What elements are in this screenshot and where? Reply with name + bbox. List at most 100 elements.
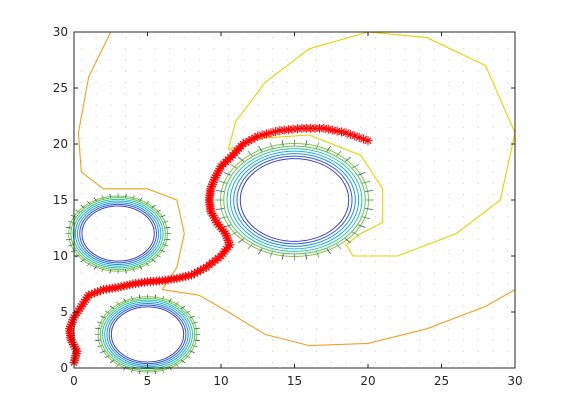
grid-dot: [227, 306, 229, 307]
grid-dot: [95, 306, 97, 307]
grid-dot: [330, 182, 332, 184]
grid-dot: [80, 82, 82, 83]
grid-dot: [110, 261, 112, 263]
grid-dot: [374, 216, 376, 218]
grid-dot: [463, 70, 465, 72]
grid-dot: [272, 238, 273, 240]
grid-dot: [125, 261, 126, 263]
grid-dot: [433, 104, 435, 106]
grid-dot: [316, 238, 318, 240]
grid-dot: [345, 48, 347, 50]
grid-dot: [95, 328, 97, 330]
field-tick: [109, 359, 115, 364]
grid-dot: [301, 82, 303, 83]
grid-dot: [242, 317, 244, 319]
field-tick: [269, 251, 273, 258]
field-tick: [156, 209, 162, 213]
grid-dot: [301, 115, 303, 117]
grid-dot: [272, 48, 273, 50]
grid-dot: [389, 261, 391, 263]
grid-dot: [360, 149, 362, 151]
grid-dot: [419, 59, 420, 61]
grid-dot: [169, 194, 171, 195]
grid-dot: [477, 194, 479, 195]
grid-dot: [360, 362, 362, 363]
grid-dot: [257, 93, 259, 95]
grid-dot: [360, 250, 362, 251]
field-tick: [101, 195, 104, 200]
x-tick-label: 20: [360, 374, 375, 388]
grid-dot: [360, 37, 362, 39]
grid-dot: [169, 59, 171, 61]
grid-dot: [316, 171, 318, 173]
grid-dot: [404, 261, 406, 263]
grid-dot: [198, 350, 200, 352]
grid-dot: [492, 272, 494, 274]
grid-dot: [374, 283, 376, 285]
grid-dot: [80, 70, 82, 72]
obstacle-ring: [99, 297, 196, 371]
grid-dot: [507, 160, 509, 162]
grid-dot: [183, 216, 185, 218]
grid-dot: [345, 93, 347, 95]
grid-dot: [433, 317, 435, 319]
field-tick: [365, 208, 373, 210]
grid-dot: [110, 294, 112, 296]
grid-dot: [125, 48, 126, 50]
field-tick: [238, 156, 245, 162]
grid-dot: [227, 339, 229, 341]
grid-dot: [360, 261, 362, 263]
grid-dot: [389, 104, 391, 106]
field-tick: [305, 253, 308, 260]
grid-dot: [213, 70, 215, 72]
y-tick-label: 10: [53, 249, 68, 263]
grid-dot: [316, 283, 318, 285]
grid-dot: [345, 82, 347, 83]
grid-dot: [374, 362, 376, 363]
grid-dot: [286, 294, 288, 296]
grid-dot: [507, 283, 509, 285]
grid-dot: [404, 48, 406, 50]
grid-dot: [80, 104, 82, 106]
grid-dot: [463, 48, 465, 50]
grid-dot: [139, 48, 141, 50]
grid-dot: [345, 138, 347, 139]
obstacle-ring: [108, 304, 187, 365]
field-tick: [145, 262, 150, 267]
grid-dot: [183, 48, 185, 50]
grid-dot: [272, 82, 273, 83]
grid-dot: [154, 238, 156, 240]
grid-dot: [492, 138, 494, 139]
grid-dot: [286, 283, 288, 285]
grid-dot: [110, 126, 112, 128]
grid-dot: [213, 104, 215, 106]
grid-dot: [477, 339, 479, 341]
field-tick: [269, 142, 273, 149]
grid-dot: [286, 227, 288, 229]
grid-dot: [345, 350, 347, 352]
grid-dot: [198, 250, 200, 251]
grid-dot: [169, 317, 171, 319]
grid-dot: [389, 238, 391, 240]
grid-dot: [110, 205, 112, 207]
grid-dot: [507, 261, 509, 263]
grid-dot: [389, 339, 391, 341]
grid-dot: [286, 194, 288, 195]
grid-dot: [389, 350, 391, 352]
grid-dot: [213, 227, 215, 229]
field-tick: [358, 172, 366, 176]
grid-dot: [330, 104, 332, 106]
grid-dot: [374, 138, 376, 139]
grid-dot: [507, 272, 509, 274]
grid-dot: [213, 194, 215, 195]
grid-dot: [345, 37, 347, 39]
grid-dot: [95, 59, 97, 61]
grid-dot: [95, 283, 97, 285]
grid-dot: [80, 339, 82, 341]
grid-dot: [360, 59, 362, 61]
field-tick: [86, 262, 91, 267]
grid-dot: [154, 149, 156, 151]
grid-dot: [433, 238, 435, 240]
grid-dot: [80, 362, 82, 363]
field-tick: [109, 305, 115, 310]
